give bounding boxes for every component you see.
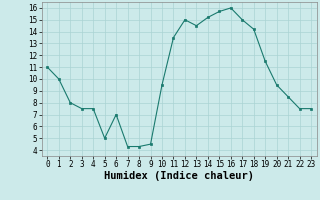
X-axis label: Humidex (Indice chaleur): Humidex (Indice chaleur) bbox=[104, 171, 254, 181]
